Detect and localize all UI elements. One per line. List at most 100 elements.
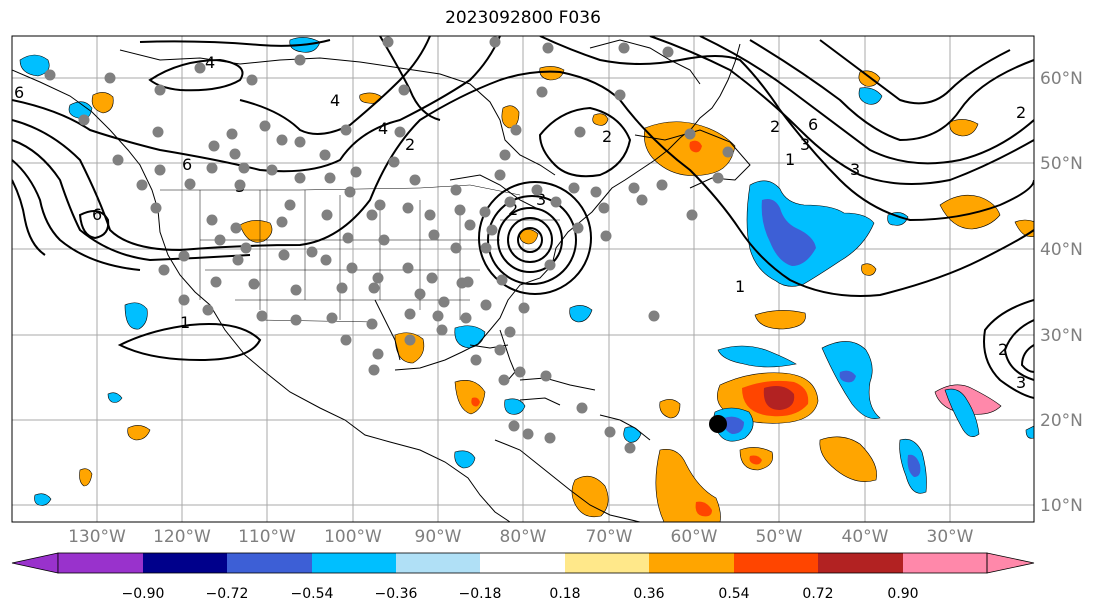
station-dot <box>150 202 162 214</box>
contour-label: 2 <box>508 200 518 219</box>
station-dot <box>489 36 501 48</box>
station-dot <box>536 86 548 98</box>
station-dot <box>470 354 482 366</box>
station-dot <box>324 172 336 184</box>
station-dot <box>514 366 526 378</box>
station-dot <box>496 274 508 286</box>
station-dot <box>284 199 296 211</box>
tc-position-marker <box>709 415 727 433</box>
station-dot <box>686 209 698 221</box>
contour-label: 3 <box>800 135 810 154</box>
lat-label: 40°N <box>1040 240 1083 260</box>
station-dot <box>550 196 562 208</box>
station-dot <box>321 209 333 221</box>
colorbar-segment <box>143 553 227 573</box>
shade-blue <box>887 212 909 226</box>
station-dot <box>350 166 362 178</box>
shade-orange <box>539 66 565 81</box>
station-dot <box>486 224 498 236</box>
station-dot <box>226 128 238 140</box>
shade-orange <box>571 475 609 518</box>
colorbar-segment <box>818 553 903 573</box>
station-dot <box>266 164 278 176</box>
station-dot <box>336 282 348 294</box>
station-markers <box>44 36 734 454</box>
contour-label: 2 <box>1016 103 1026 122</box>
shade-blue <box>569 305 593 323</box>
contour-lines <box>12 36 1034 399</box>
shade-blue <box>944 388 980 437</box>
station-dot <box>342 232 354 244</box>
station-dot <box>540 370 552 382</box>
shade-red <box>471 397 480 407</box>
lon-label: 80°W <box>500 527 547 547</box>
colorbar-segment <box>649 553 734 573</box>
station-dot <box>112 154 124 166</box>
station-dot <box>388 156 400 168</box>
station-dot <box>480 299 492 311</box>
lat-label: 20°N <box>1040 411 1083 431</box>
lat-label: 60°N <box>1040 69 1083 89</box>
station-dot <box>684 128 696 140</box>
contour-label: 4 <box>205 53 215 72</box>
station-dot <box>294 54 306 66</box>
station-dot <box>238 162 250 174</box>
station-dot <box>366 209 378 221</box>
colorbar-tick-label: 0.54 <box>718 586 749 602</box>
station-dot <box>210 276 222 288</box>
station-dot <box>590 186 602 198</box>
station-dot <box>240 242 252 254</box>
station-dot <box>624 442 636 454</box>
station-dot <box>662 46 674 58</box>
station-dot <box>450 242 462 254</box>
colorbar-segment <box>227 553 312 573</box>
shade-orange <box>949 119 979 137</box>
station-dot <box>522 428 534 440</box>
colorbar-segment <box>480 553 565 573</box>
lon-label: 120°W <box>153 527 211 547</box>
shade-mid-blue <box>839 370 856 383</box>
station-dot <box>206 162 218 174</box>
map-title: 2023092800 F036 <box>445 8 601 28</box>
colorbar-segment <box>734 553 818 573</box>
colorbar-frame <box>57 552 988 574</box>
station-dot <box>214 234 226 246</box>
shade-blue <box>717 345 797 368</box>
station-dot <box>499 149 511 161</box>
contour-label: 2 <box>998 340 1008 359</box>
contour-label: 3 <box>536 190 546 209</box>
station-dot <box>464 219 476 231</box>
station-dot <box>326 312 338 324</box>
shade-mid-blue <box>907 454 921 477</box>
shade-red <box>749 455 762 465</box>
lon-label: 100°W <box>324 527 382 547</box>
station-dot <box>404 334 416 346</box>
station-dot <box>542 42 554 54</box>
colorbar-segment <box>58 553 143 573</box>
station-dot <box>136 179 148 191</box>
station-dot <box>510 124 522 136</box>
colorbar <box>11 552 1035 574</box>
station-dot <box>246 74 258 86</box>
station-dot <box>402 202 414 214</box>
station-dot <box>374 199 386 211</box>
station-dot <box>604 426 616 438</box>
contour-label: 1 <box>735 277 745 296</box>
station-dot <box>178 250 190 262</box>
station-dot <box>504 196 516 208</box>
station-dot <box>462 276 474 288</box>
contour-label: 3 <box>1016 373 1026 392</box>
station-dot <box>722 146 734 158</box>
colorbar-tick-label: 0.90 <box>887 586 918 602</box>
shade-blue <box>107 392 123 403</box>
station-dot <box>636 194 648 206</box>
shade-blue <box>504 398 526 415</box>
shade-blue <box>34 493 52 506</box>
station-dot <box>531 184 543 196</box>
shade-orange <box>91 92 114 114</box>
station-dot <box>152 126 164 138</box>
shade-blue <box>454 450 476 469</box>
station-dot <box>618 42 630 54</box>
station-dot <box>366 318 378 330</box>
